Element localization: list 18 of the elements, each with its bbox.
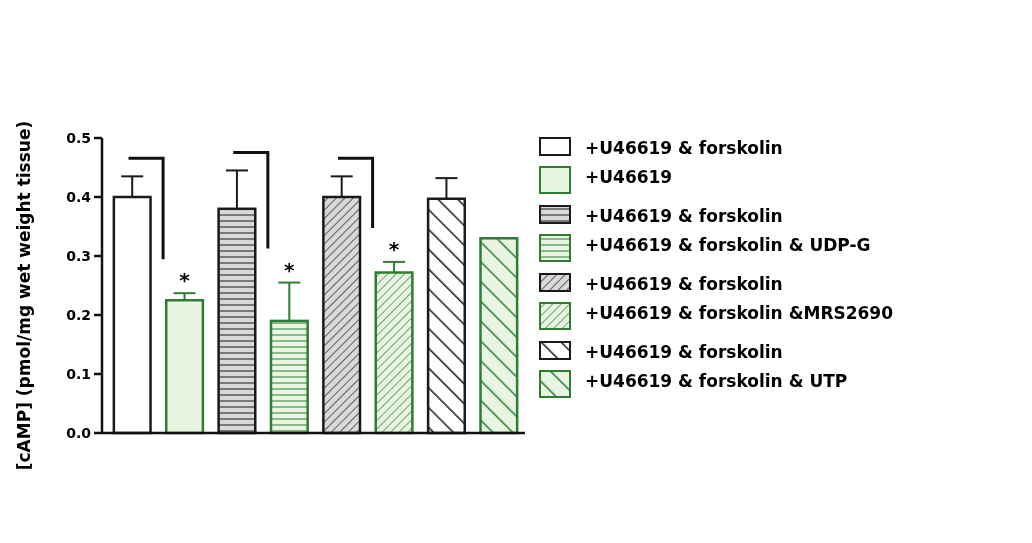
legend-label: +U46619 & forskolin & UDP-G bbox=[585, 235, 871, 255]
legend-label: +U46619 & forskolin &MRS2690 bbox=[585, 303, 894, 323]
legend-label: +U46619 & forskolin bbox=[585, 342, 783, 362]
y-tick-label: 0.4 bbox=[66, 188, 92, 205]
y-tick-label: 0.5 bbox=[66, 129, 91, 146]
legend-label: +U46619 & forskolin bbox=[585, 206, 783, 226]
legend-label: +U46619 & forskolin bbox=[585, 138, 783, 158]
y-tick-label: 0.1 bbox=[66, 365, 91, 382]
legend-label: +U46619 bbox=[585, 167, 673, 187]
y-tick-label: 0.2 bbox=[66, 306, 91, 323]
y-axis-title: [cAMP] (pmol/mg wet weight tissue) bbox=[14, 120, 34, 471]
y-tick-label: 0.3 bbox=[66, 247, 91, 264]
annotation: * bbox=[388, 236, 400, 261]
y-tick-label: 0.0 bbox=[66, 424, 92, 441]
legend-label: +U46619 & forskolin & UTP bbox=[585, 371, 848, 391]
annotation: * bbox=[284, 257, 296, 282]
annotation: * bbox=[179, 268, 191, 293]
legend-label: +U46619 & forskolin bbox=[585, 274, 783, 294]
